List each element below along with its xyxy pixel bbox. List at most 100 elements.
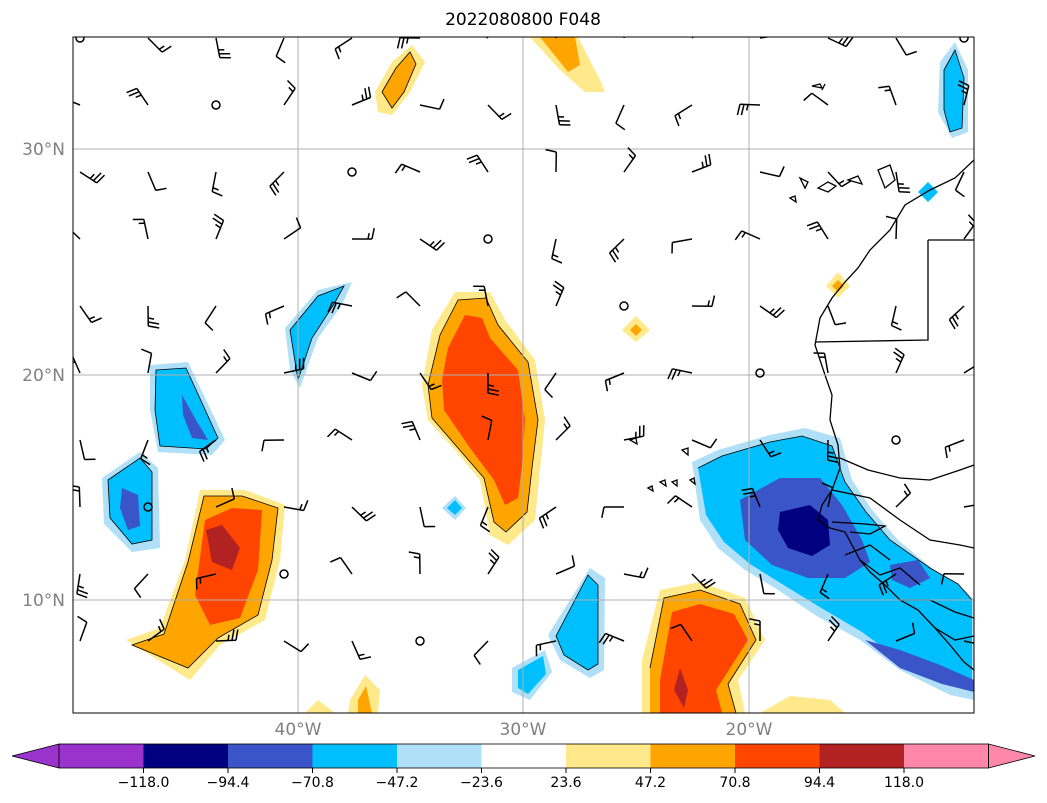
negative-anomaly-west-2 [102,452,160,552]
wind-barb [473,640,489,665]
wind-barb [147,37,172,53]
wind-barb [396,37,421,49]
wind-barb [891,435,901,445]
wind-barb [893,347,905,374]
wind-barb [957,80,970,106]
wind-barb [408,551,421,575]
wind-barb [215,487,236,508]
wind-barb [691,153,712,173]
wind-barb [734,230,761,241]
wind-barb [819,573,830,600]
wind-barb [140,439,151,466]
lon-label-30w: 30°W [500,720,547,740]
wind-barb [623,147,637,173]
colorbar-segment [650,744,736,768]
wind-barb [487,104,512,121]
wind-barb [827,171,852,188]
wind-barb [473,285,489,307]
wind-barb [351,640,372,661]
lat-label-20n: 20°N [22,366,65,386]
wind-barb [481,415,493,441]
colorbar-outline [58,743,989,769]
positive-anomaly-west [126,490,285,680]
wind-barb [555,104,571,126]
wind-barb [75,37,85,43]
wind-barb [351,86,372,106]
wind-barb [79,305,102,324]
wind-barb [79,171,106,184]
wind-barb [878,85,897,106]
latitude-labels: 30°N 20°N 10°N [22,140,65,611]
wind-barb [538,506,557,529]
wind-barb [954,171,965,198]
wind-barb [141,348,153,374]
wind-barb [283,640,310,653]
wind-barb [948,305,965,330]
wind-barb [598,632,625,645]
wind-barb [132,218,149,240]
wind-barb [674,104,693,127]
wind-barb [215,629,239,642]
wind-barb [211,171,223,197]
wind-barb [608,238,625,263]
colorbar-segment [312,744,398,768]
wind-barb [147,171,167,192]
colorbar-tick-label: −23.6 [460,775,503,791]
wind-barb [394,163,421,174]
wind-barb [396,291,421,307]
wind-barb [895,37,917,56]
wind-barb [827,305,847,326]
colorbar-segment [481,744,567,768]
colorbar-ticks: −118.0 −94.4 −70.8 −47.2 −23.6 23.6 47.2 70.8 94… [118,768,924,791]
wind-barb [126,87,149,106]
wind-barb [479,506,491,533]
colorbar-tick-label: −47.2 [376,775,419,791]
colorbar-lower-arrow [11,743,60,769]
wind-barb [555,555,576,575]
wind-barb [352,228,375,240]
wind-barb [76,573,89,599]
wind-barb [691,295,716,308]
wind-barb [347,167,357,177]
wind-barb [890,305,902,331]
wind-barb [895,622,916,642]
wind-barb [215,349,231,374]
wind-barb [535,640,557,657]
wind-barb [283,217,302,240]
wind-barb [552,280,565,307]
colorbar-segment [566,744,651,768]
wind-barb [401,420,421,441]
wind-barb [623,567,649,579]
wind-barb [667,368,693,381]
wind-barb [283,500,309,512]
wind-barb [487,373,499,396]
wind-barb [77,615,88,642]
wind-barb [878,573,897,596]
wind-barb [351,506,376,522]
wind-barb [275,37,286,64]
wind-barb [487,548,500,575]
wind-barb [195,573,217,590]
wind-barb [691,573,716,589]
wind-barb [749,618,761,641]
lat-label-30n: 30°N [22,140,65,160]
colorbar-segments [11,743,1036,769]
wind-barb [619,301,629,311]
wind-barb [73,101,81,106]
wind-barb [963,365,974,374]
wind-barb [212,213,225,240]
negative-anomaly-elongated [285,282,352,388]
wind-barb [419,372,442,391]
map-title: 2022080800 F048 [445,10,601,30]
negative-anomaly-east [692,428,974,700]
map-frame [72,36,975,714]
colorbar-tick-label: 23.6 [550,775,581,791]
wind-barb [895,171,911,194]
wind-barb [264,305,285,325]
positive-anomaly-central [422,292,545,545]
wind-barb [283,357,305,374]
wind-barb [198,439,217,462]
shaded-field-layer [102,37,974,713]
wind-barb [671,238,693,254]
wind-barb [759,439,782,458]
